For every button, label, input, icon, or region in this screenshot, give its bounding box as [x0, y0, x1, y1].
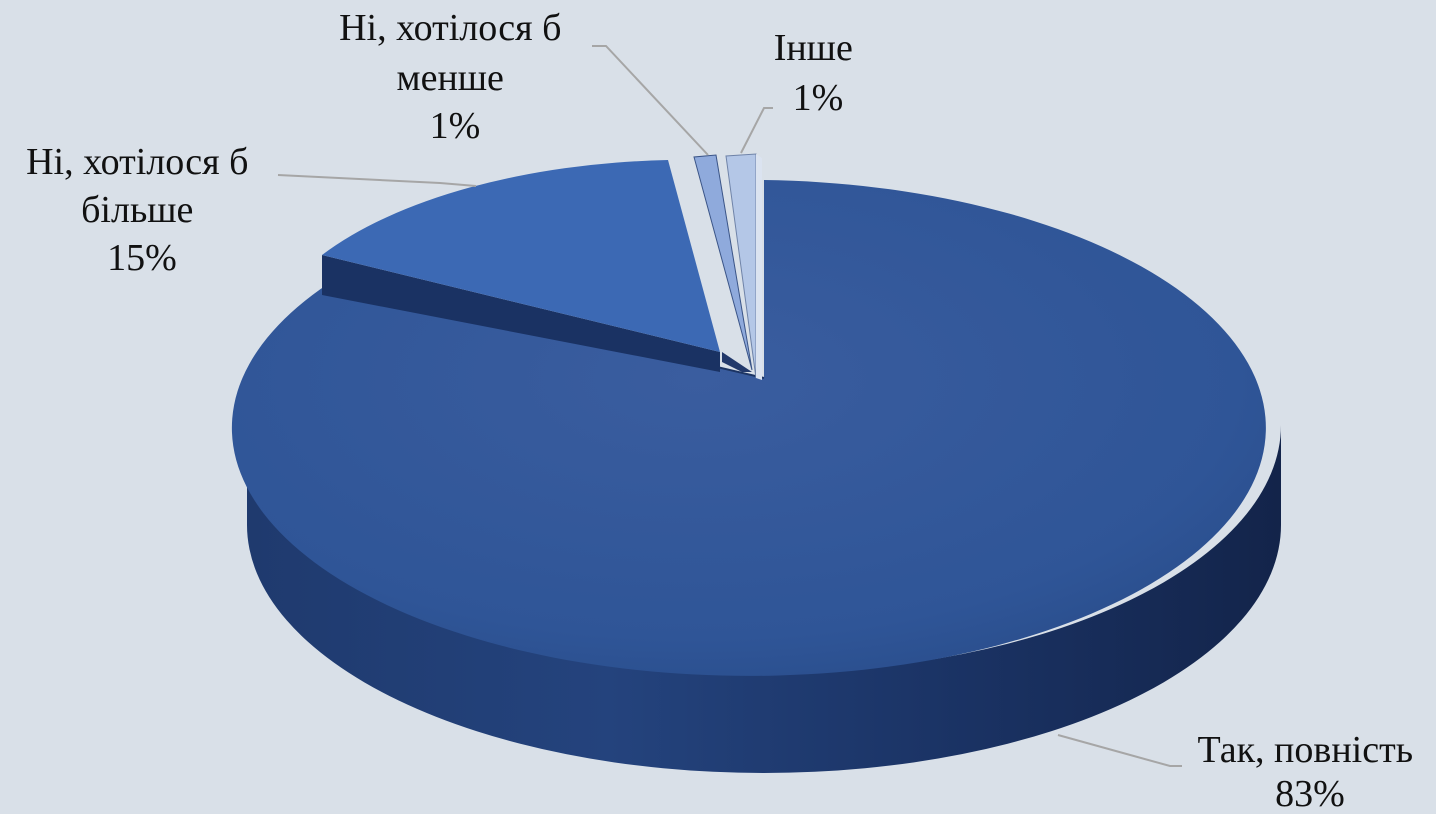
data-label-inshe-value: 1%: [793, 77, 844, 119]
pie-slice-menshe-top: [693, 154, 753, 371]
data-label-inshe-name: Інше: [774, 27, 853, 69]
leader-line-menshe: [592, 45, 709, 156]
leader-line-tak-povnist: [1057, 734, 1182, 767]
leader-line-bilshe: [277, 174, 477, 187]
pie-slice-bilshe-top: [322, 160, 720, 352]
pie-slice-tak-povnist-top: [231, 180, 1266, 676]
data-label-tak-povnist-value: 83%: [1275, 773, 1345, 814]
pie-slice-bilshe: [322, 160, 720, 372]
leader-line-inshe: [740, 107, 773, 154]
data-label-inshe: Інше 1%: [774, 27, 863, 119]
pie-slice-bilshe-side: [322, 255, 720, 372]
data-label-tak-povnist: Так, повність 83%: [1197, 729, 1422, 814]
pie-slice-menshe: [693, 154, 753, 372]
data-label-bilshe-line-2: більше: [81, 189, 193, 231]
leader-lines: [277, 45, 1182, 767]
pie-slice-inshe-side: [756, 154, 762, 380]
data-label-menshe: Ні, хотілося б менше 1%: [339, 7, 571, 147]
data-label-tak-povnist-name: Так, повність: [1197, 729, 1413, 771]
data-label-bilshe: Ні, хотілося б більше 15%: [26, 141, 258, 279]
data-labels: Так, повність 83% Ні, хотілося б більше …: [26, 7, 1422, 814]
data-label-menshe-line-1: Ні, хотілося б: [339, 7, 561, 49]
data-label-bilshe-line-1: Ні, хотілося б: [26, 141, 248, 183]
data-label-menshe-line-2: менше: [397, 57, 504, 99]
pie-slice-inshe: [725, 153, 762, 380]
pie-slice-menshe-side: [722, 352, 752, 372]
data-label-menshe-value: 1%: [430, 105, 481, 147]
data-label-bilshe-value: 15%: [107, 237, 177, 279]
pie-slice-tak-povnist-side: [247, 425, 1281, 773]
